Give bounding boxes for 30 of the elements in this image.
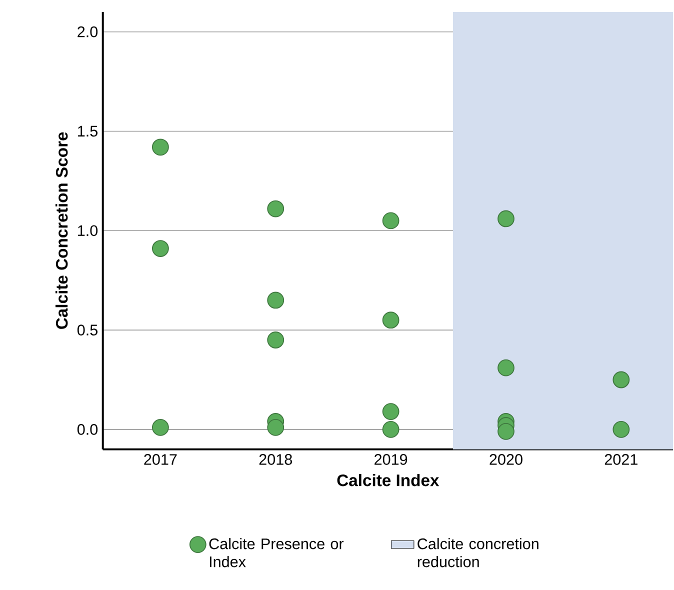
y-tick-label: 0.0 [77, 424, 98, 435]
point [152, 418, 169, 436]
point [152, 240, 169, 257]
point [612, 420, 630, 438]
point [498, 422, 514, 440]
point [267, 292, 284, 309]
point [382, 212, 400, 230]
legend-label: Calcite concretion reduction [418, 538, 538, 568]
point [152, 138, 169, 156]
legend-label: Calcite Presence or Index [209, 538, 344, 568]
x-tick-label: 2021 [604, 454, 638, 465]
x-tick-label: 2018 [259, 454, 292, 465]
x-tick-label: 2020 [490, 454, 522, 465]
point [382, 312, 400, 329]
y-tick-label: 1.5 [78, 126, 98, 137]
y-tick-label: 2.0 [78, 26, 98, 38]
x-tick-label: 2019 [374, 454, 408, 465]
point [498, 359, 514, 376]
point [382, 420, 400, 438]
x-tick-label: 2017 [144, 454, 177, 465]
point [612, 371, 630, 388]
point [267, 331, 284, 348]
point [267, 418, 284, 436]
x-axis-title: Calcite Index [337, 474, 440, 486]
point [267, 200, 284, 218]
point [498, 210, 514, 228]
point [382, 403, 400, 420]
y-tick-label: 1.0 [78, 225, 98, 236]
y-tick-label: 0.5 [77, 324, 98, 336]
y-axis-title: Calcite Concretion Score [55, 132, 68, 329]
